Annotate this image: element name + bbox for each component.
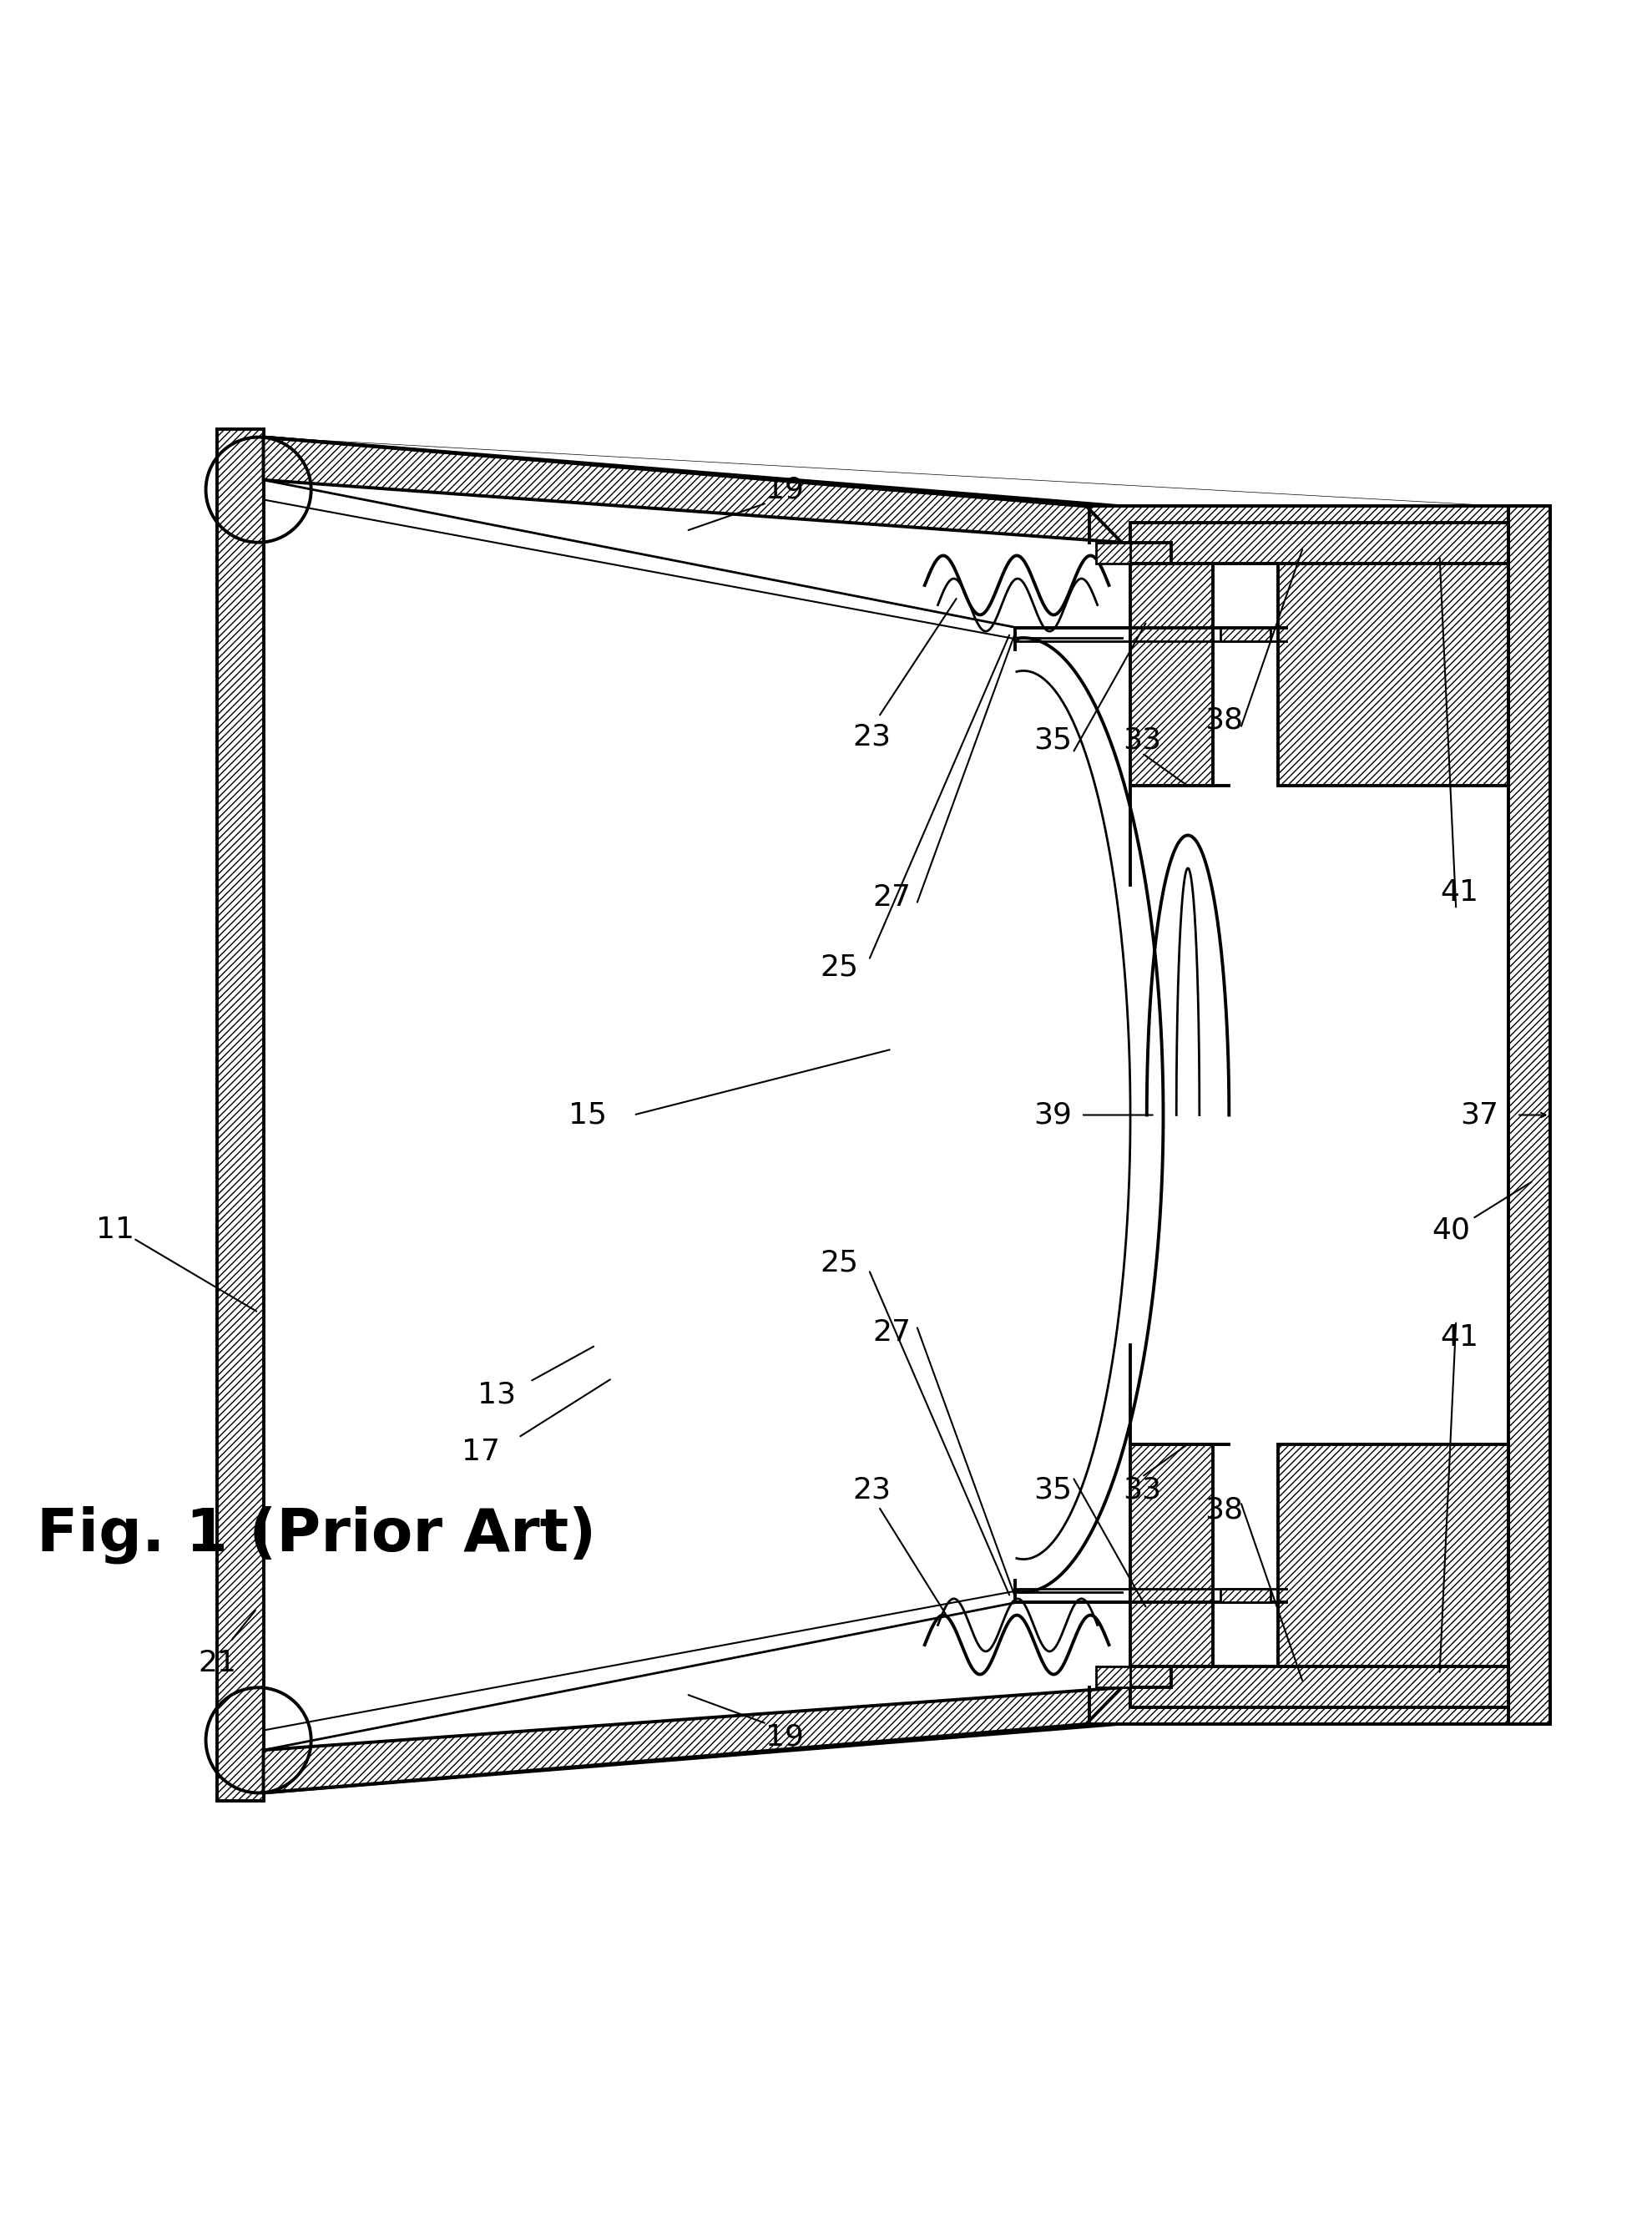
Polygon shape [1095, 1666, 1130, 1688]
Text: 41: 41 [1441, 1322, 1479, 1351]
Polygon shape [1279, 564, 1508, 785]
Text: 38: 38 [1204, 1496, 1244, 1523]
Text: 41: 41 [1441, 879, 1479, 908]
Polygon shape [1085, 1688, 1550, 1724]
Text: 25: 25 [819, 1249, 859, 1278]
Polygon shape [218, 428, 263, 1802]
Text: 33: 33 [1123, 725, 1161, 754]
Polygon shape [1279, 1445, 1508, 1666]
Text: 35: 35 [1034, 725, 1072, 754]
Polygon shape [1221, 629, 1270, 642]
Polygon shape [1130, 1666, 1508, 1708]
Text: 23: 23 [852, 1476, 892, 1505]
Polygon shape [1130, 1445, 1213, 1666]
Text: 38: 38 [1204, 707, 1244, 734]
Polygon shape [263, 1688, 1122, 1793]
Polygon shape [1508, 506, 1550, 1724]
Text: 17: 17 [461, 1438, 501, 1467]
Polygon shape [1130, 564, 1213, 785]
Text: 27: 27 [872, 1318, 910, 1347]
Text: 19: 19 [767, 475, 805, 504]
Polygon shape [1221, 1588, 1270, 1601]
Text: 19: 19 [767, 1724, 805, 1751]
Text: 35: 35 [1034, 1476, 1072, 1505]
Text: 33: 33 [1123, 1476, 1161, 1505]
Text: 23: 23 [852, 723, 892, 752]
Polygon shape [1130, 522, 1508, 564]
Text: 40: 40 [1432, 1215, 1470, 1244]
Polygon shape [263, 437, 1122, 542]
Text: 37: 37 [1460, 1102, 1498, 1128]
Text: Fig. 1 (Prior Art): Fig. 1 (Prior Art) [36, 1505, 596, 1563]
Text: 11: 11 [96, 1215, 134, 1244]
Polygon shape [1085, 506, 1550, 542]
Text: 25: 25 [819, 952, 859, 981]
Text: 27: 27 [872, 883, 910, 912]
Polygon shape [1095, 542, 1130, 564]
Text: 39: 39 [1034, 1102, 1072, 1128]
Text: 13: 13 [477, 1380, 515, 1409]
Text: 15: 15 [568, 1102, 606, 1128]
Text: 21: 21 [198, 1648, 236, 1677]
